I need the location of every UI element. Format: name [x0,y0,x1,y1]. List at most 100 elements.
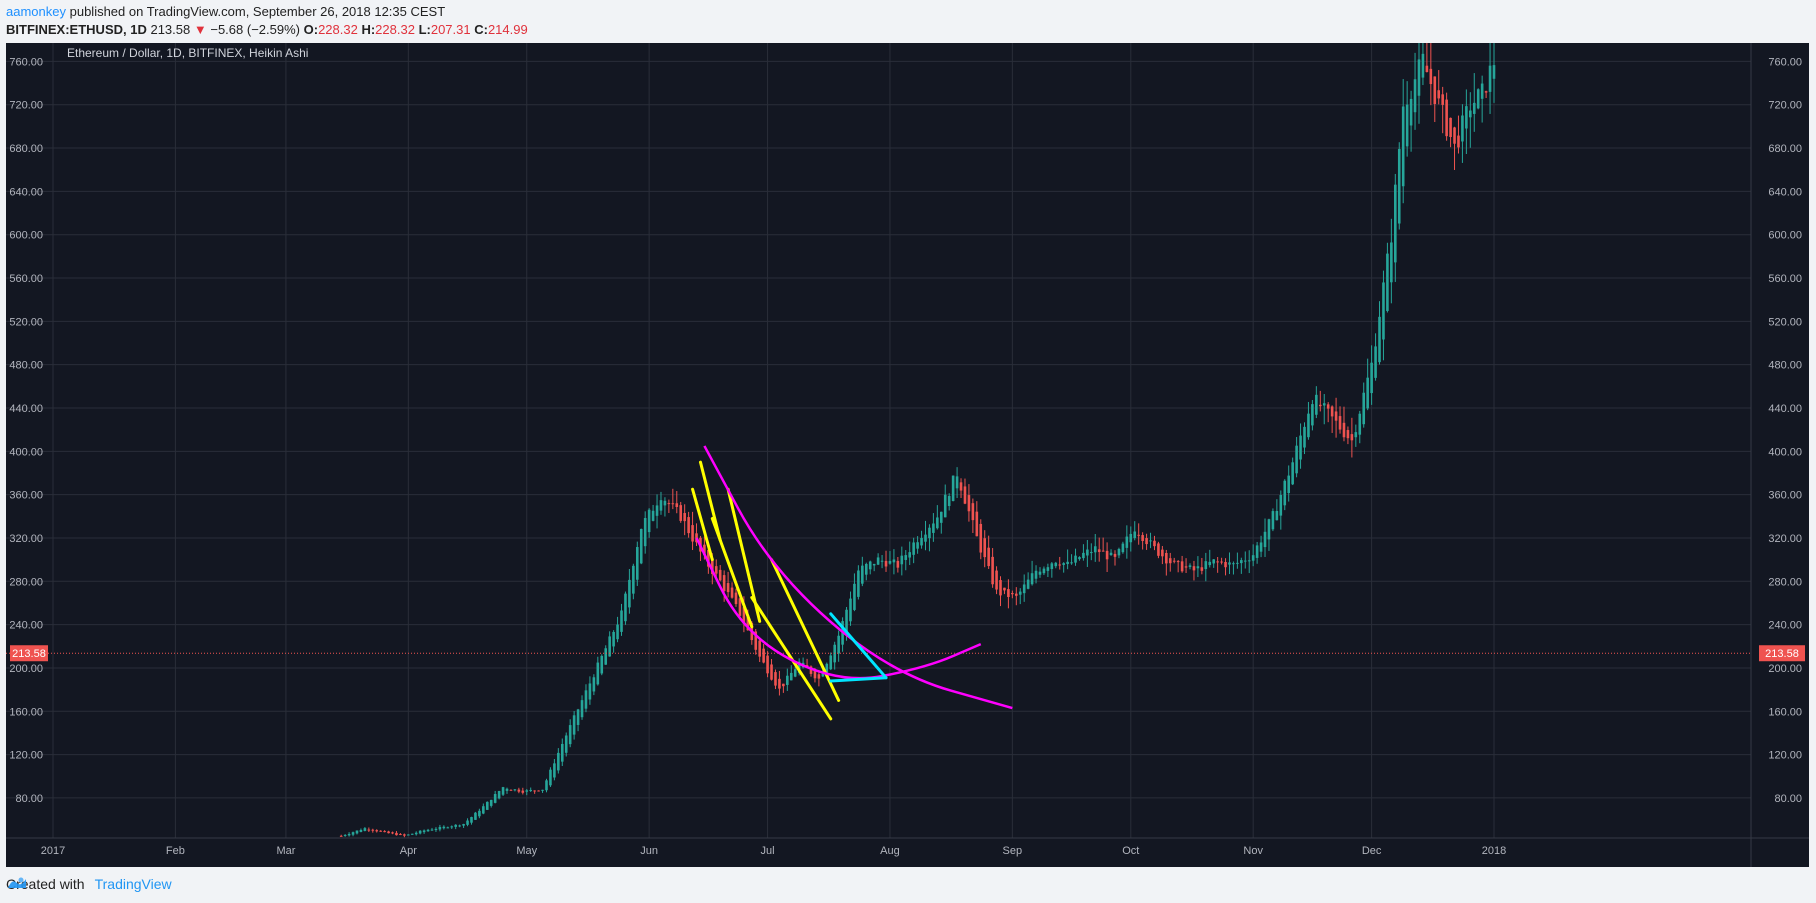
candle-body [474,812,477,820]
candle-body [1153,540,1156,547]
candle-body [422,830,426,833]
candle-body [1200,567,1204,571]
price-chart[interactable]: 80.00 80.00 120.00 120.00 160.00 160.00 200.00… [6,43,1809,867]
y-tick-label-left: 720.00 [9,100,43,112]
candle-body [410,833,414,835]
candle-body [537,790,540,792]
candle-body [880,560,884,562]
candle-body [991,556,994,585]
candle-body [1322,403,1326,406]
candle-body [975,511,979,537]
candle-body [1394,184,1397,263]
candle-body [446,827,450,829]
y-tick-label-left: 760.00 [9,56,43,68]
candle-body [1058,564,1062,566]
candle-body [1050,563,1054,570]
candle-body [1330,406,1334,417]
candle-body [1386,253,1389,311]
candle-body [1275,510,1279,521]
candle-body [466,820,469,825]
candle-body [371,829,375,831]
candle-body [888,560,892,564]
candle-body [825,663,829,675]
candle-body [588,683,592,700]
candle-body [667,503,671,505]
cyan-trendline [829,676,888,683]
last-price: 213.58 [150,22,191,37]
author-link[interactable]: aamonkey [6,4,66,19]
y-tick-label-left: 280.00 [9,576,43,588]
candle-body [1263,531,1267,548]
candle-body [1390,242,1393,283]
candle-body [434,828,438,831]
y-tick-label-right: 120.00 [1768,750,1802,762]
close-value: 214.99 [487,22,528,37]
candle-body [482,806,485,814]
candle-body [868,561,872,570]
chart-container[interactable]: 80.00 80.00 120.00 120.00 160.00 160.00 200.00… [6,43,1809,867]
publish-header: aamonkey published on TradingView.com, S… [6,4,445,19]
candle-body [1362,392,1366,425]
y-tick-label-left: 200.00 [9,663,43,675]
x-tick-label: Oct [1122,845,1139,857]
candle-body [1433,76,1437,105]
candle-body [738,598,742,616]
candle-body [1488,65,1492,92]
candle-body [1097,549,1101,553]
candle-body [742,607,746,624]
current-price-label-left: 213.58 [12,648,46,660]
candle-body [734,592,738,605]
y-tick-label-left: 240.00 [9,620,43,632]
candle-body [643,518,647,547]
candle-body [932,523,935,533]
y-tick-label-left: 680.00 [9,143,43,155]
y-tick-label-left: 400.00 [9,446,43,458]
candle-body [691,525,694,542]
y-tick-label-left: 160.00 [9,706,43,718]
candle-body [572,715,576,735]
candle-body [1417,59,1421,96]
candle-body [1074,555,1077,563]
candle-body [1465,106,1468,129]
candle-body [1204,561,1208,570]
candle-body [1370,362,1373,394]
candle-body [1121,543,1125,553]
candle-body [876,557,880,565]
candle-body [782,683,785,687]
y-tick-label-left: 480.00 [9,360,43,372]
candle-body [418,830,422,834]
candle-body [1326,404,1330,409]
candle-body [592,677,596,692]
candle-body [987,547,990,567]
candle-body [1180,561,1184,572]
candle-body [1137,534,1140,536]
y-tick-label-right: 600.00 [1768,230,1802,242]
candle-body [671,503,675,505]
published-text: published on TradingView.com, September … [69,4,446,19]
candle-body [845,609,848,633]
candle-body [1157,543,1160,556]
footer: Created with TradingView [6,876,172,892]
down-arrow-icon: ▼ [193,22,207,37]
candle-body [1441,94,1444,105]
candle-body [730,587,734,598]
candle-body [821,672,825,677]
candle-body [659,500,663,511]
candle-body [1145,538,1148,545]
candle-body [438,827,442,830]
candle-body [1350,434,1354,441]
candle-body [939,511,943,523]
y-tick-label-right: 520.00 [1768,316,1802,328]
candle-body [754,631,758,650]
y-tick-label-left: 560.00 [9,273,43,285]
y-tick-label-right: 280.00 [1768,576,1802,588]
candle-body [489,799,493,806]
candle-body [837,635,840,654]
tradingview-link[interactable]: TradingView [8,876,172,892]
candle-body [746,615,750,631]
candle-body [718,569,722,581]
candle-body [1113,553,1117,557]
candle-body [1014,593,1018,596]
candle-body [695,533,698,543]
x-tick-label: Nov [1243,845,1263,857]
